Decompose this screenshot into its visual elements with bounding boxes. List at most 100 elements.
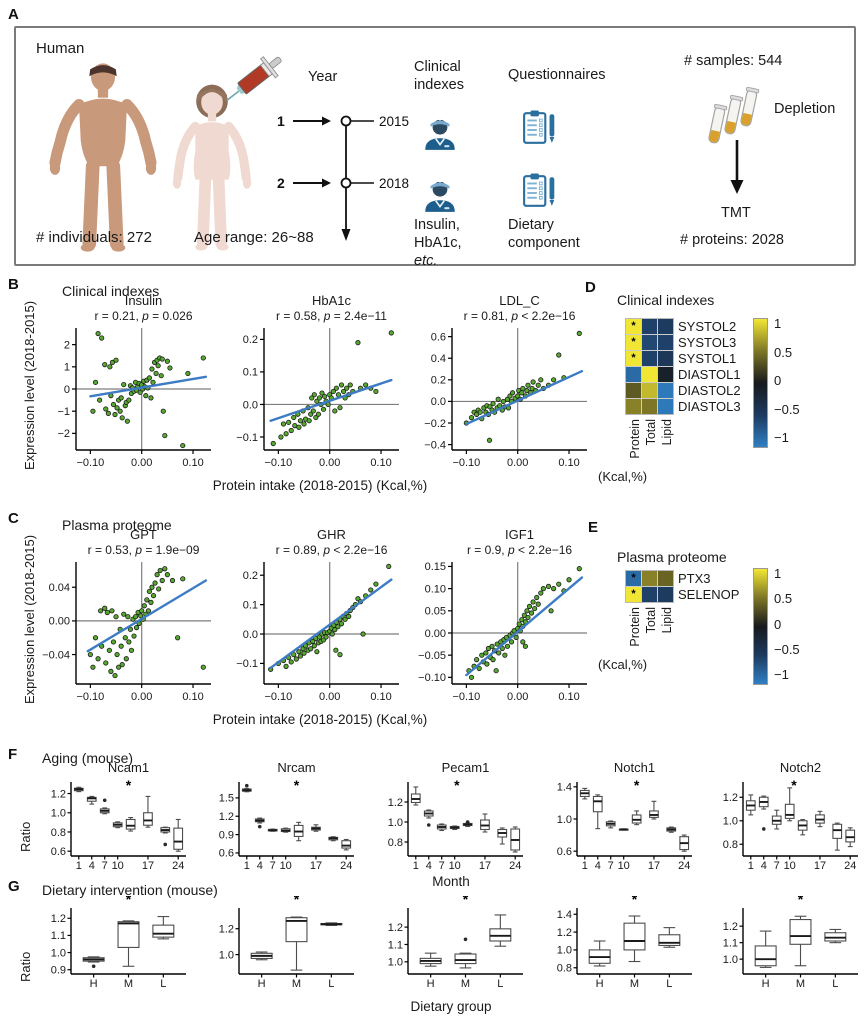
heatmap-cell bbox=[626, 367, 641, 382]
heatmap-row-labels: PTX3 SELENOP bbox=[678, 571, 739, 603]
boxplot-notch1: Notch1 * 1.4 1.0 0.6 1 4 7 10 17 24 bbox=[557, 762, 692, 872]
svg-text:0.10: 0.10 bbox=[370, 457, 391, 469]
panel-b-xlabel: Protein intake (2018-2015) (Kcal,%) bbox=[212, 478, 428, 493]
svg-text:0.0: 0.0 bbox=[431, 396, 446, 408]
svg-text:1.2: 1.2 bbox=[723, 792, 738, 804]
svg-text:−0.2: −0.2 bbox=[424, 418, 446, 430]
svg-text:L: L bbox=[666, 978, 672, 990]
heatmap-cell bbox=[658, 587, 673, 602]
svg-text:0.8: 0.8 bbox=[557, 963, 572, 975]
panel-c-xlabel: Protein intake (2018-2015) (Kcal,%) bbox=[212, 712, 428, 727]
heatmap-cell bbox=[642, 399, 657, 414]
svg-text:10: 10 bbox=[280, 860, 292, 872]
colorbar-tick-label: 1 bbox=[774, 566, 782, 581]
svg-text:HbA1c: HbA1c bbox=[312, 294, 352, 308]
svg-text:1.4: 1.4 bbox=[557, 782, 572, 794]
svg-text:0.10: 0.10 bbox=[182, 457, 203, 469]
svg-text:4: 4 bbox=[426, 860, 432, 872]
depletion-label: Depletion bbox=[774, 101, 836, 117]
svg-text:L: L bbox=[160, 978, 166, 990]
boxplot-dietary-4: * 1.4 1.2 1.0 0.8 H M L bbox=[557, 896, 692, 990]
male-figure bbox=[49, 63, 157, 252]
svg-text:1.0: 1.0 bbox=[723, 816, 738, 828]
timeline-year-2015: 2015 bbox=[379, 114, 409, 129]
svg-text:−0.1: −0.1 bbox=[236, 658, 258, 670]
svg-text:−0.04: −0.04 bbox=[42, 649, 70, 661]
svg-text:24: 24 bbox=[678, 860, 690, 872]
clinical-indexes-label: Clinical indexes bbox=[414, 59, 464, 94]
heatmap-col-label: Lipid bbox=[660, 607, 674, 634]
svg-text:1: 1 bbox=[64, 362, 70, 374]
heatmap-cell-significant: * bbox=[626, 587, 641, 602]
svg-text:*: * bbox=[791, 777, 797, 793]
svg-text:−0.4: −0.4 bbox=[424, 439, 446, 451]
svg-text:−0.1: −0.1 bbox=[236, 432, 258, 444]
doctor-icon bbox=[425, 118, 455, 150]
svg-text:7: 7 bbox=[439, 860, 445, 872]
svg-text:Notch1: Notch1 bbox=[614, 762, 655, 775]
panel-f-title: Aging (mouse) bbox=[42, 750, 134, 766]
svg-text:M: M bbox=[461, 978, 470, 990]
panel-f-xlabel: Month bbox=[432, 874, 470, 889]
heatmap-cell bbox=[642, 335, 657, 350]
svg-text:17: 17 bbox=[142, 860, 154, 872]
heatmap-row-label: SYSTOL1 bbox=[678, 351, 737, 366]
svg-text:1.2: 1.2 bbox=[219, 811, 234, 823]
svg-text:r = 0.9, p < 2.2e−16: r = 0.9, p < 2.2e−16 bbox=[467, 543, 572, 557]
svg-text:1.2: 1.2 bbox=[557, 927, 572, 939]
heatmap-row-label: DIASTOL2 bbox=[678, 383, 741, 398]
svg-text:r = 0.58, p = 2.4e−11: r = 0.58, p = 2.4e−11 bbox=[276, 309, 387, 323]
svg-text:17: 17 bbox=[479, 860, 491, 872]
svg-text:1.0: 1.0 bbox=[723, 954, 738, 966]
svg-text:0.00: 0.00 bbox=[49, 616, 70, 628]
svg-text:0.04: 0.04 bbox=[49, 582, 70, 594]
svg-text:M: M bbox=[124, 978, 133, 990]
dietary-component-label: Dietary component bbox=[508, 217, 580, 252]
svg-text:4: 4 bbox=[257, 860, 263, 872]
panel-d-title: Clinical indexes bbox=[617, 292, 715, 308]
svg-text:2: 2 bbox=[64, 339, 70, 351]
heatmap-cell bbox=[626, 383, 641, 398]
age-range: Age range: 26~88 bbox=[194, 229, 314, 246]
svg-text:r = 0.53, p = 1.9e−09: r = 0.53, p = 1.9e−09 bbox=[88, 543, 200, 557]
svg-text:*: * bbox=[798, 896, 804, 907]
svg-text:10: 10 bbox=[449, 860, 461, 872]
svg-text:Pecam1: Pecam1 bbox=[442, 762, 490, 775]
heatmap-row-label: DIASTOL1 bbox=[678, 367, 741, 382]
clipboard-icon bbox=[523, 173, 555, 207]
svg-text:*: * bbox=[126, 777, 132, 793]
svg-text:0.00: 0.00 bbox=[131, 691, 152, 703]
heatmap-row-label: SYSTOL3 bbox=[678, 335, 737, 350]
svg-text:M: M bbox=[630, 978, 639, 990]
svg-text:0.15: 0.15 bbox=[425, 561, 446, 573]
svg-text:*: * bbox=[454, 777, 460, 793]
panel-b-title: Clinical indexes bbox=[62, 283, 160, 299]
svg-text:17: 17 bbox=[310, 860, 322, 872]
timeline-year-2018: 2018 bbox=[379, 176, 409, 191]
clinical-examples: Insulin, HbA1c, etc. bbox=[414, 216, 462, 270]
colorbar-tick-label: −0.5 bbox=[774, 641, 800, 657]
heatmap-cell-significant: * bbox=[626, 351, 641, 366]
heatmap-cell bbox=[658, 319, 673, 334]
svg-text:0.00: 0.00 bbox=[319, 691, 340, 703]
boxplot-nrcam: Nrcam * 1.5 1.2 0.9 0.6 1 4 7 10 17 24 bbox=[219, 762, 354, 872]
heatmap-cell bbox=[642, 351, 657, 366]
svg-text:0.0: 0.0 bbox=[243, 629, 258, 641]
panel-c-letter: C bbox=[8, 510, 19, 527]
heatmap-col-label: Lipid bbox=[660, 419, 674, 446]
clinical-example-etc: etc. bbox=[414, 253, 438, 270]
svg-text:0.9: 0.9 bbox=[219, 829, 234, 841]
svg-text:1: 1 bbox=[748, 860, 754, 872]
panel-g-ylabel: Ratio bbox=[18, 951, 33, 982]
svg-text:1.2: 1.2 bbox=[219, 924, 234, 936]
svg-text:0: 0 bbox=[64, 384, 70, 396]
svg-text:1.0: 1.0 bbox=[51, 947, 66, 959]
boxplot-pecam1: Pecam1 * 1.2 1.0 0.8 1 4 7 10 17 24 bbox=[388, 762, 523, 872]
doctor-icon bbox=[425, 180, 455, 212]
svg-text:L: L bbox=[497, 978, 503, 990]
svg-text:Nrcam: Nrcam bbox=[277, 762, 315, 775]
svg-text:−0.10: −0.10 bbox=[452, 457, 480, 469]
svg-text:0.1: 0.1 bbox=[243, 599, 258, 611]
